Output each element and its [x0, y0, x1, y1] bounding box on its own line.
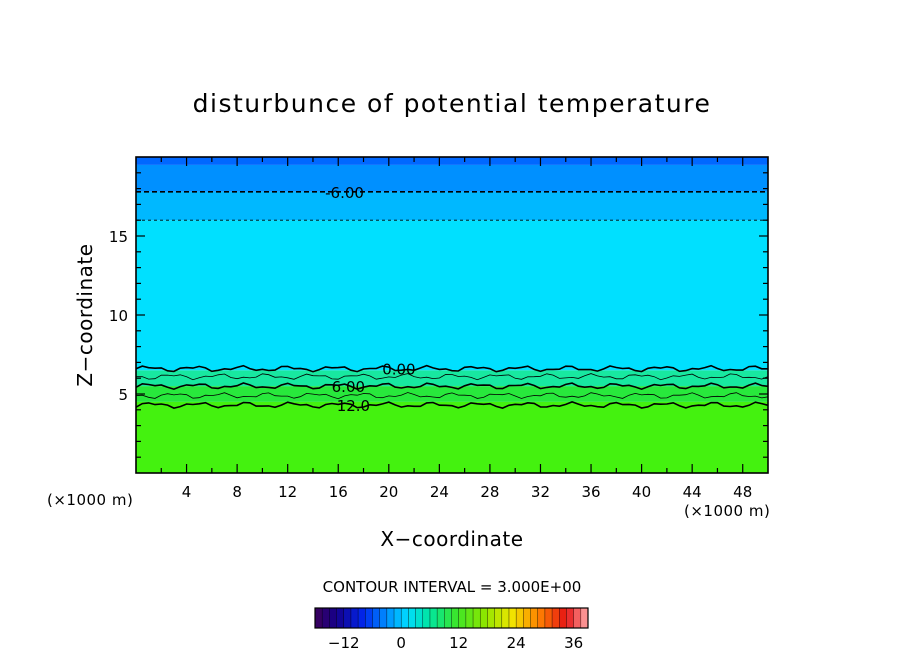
colorbar-swatch: [350, 608, 359, 628]
colorbar-swatch: [379, 608, 388, 628]
colorbar-swatch: [394, 608, 402, 628]
field-band: [136, 164, 768, 192]
x-tick-label: 48: [733, 483, 752, 501]
contour-label: 0.00: [382, 361, 415, 379]
contour-label: -6.00: [325, 184, 364, 202]
x-tick-label: 16: [329, 483, 348, 501]
colorbar-swatch: [465, 608, 474, 628]
colorbar-swatch: [458, 608, 467, 628]
contour-line: [135, 373, 769, 381]
colorbar-swatch: [408, 608, 416, 628]
colorbar-swatch: [329, 608, 337, 628]
colorbar-swatch: [544, 608, 553, 628]
y-tick-label: 5: [118, 386, 128, 404]
contour-line: [135, 382, 769, 391]
colorbar-swatch: [322, 608, 330, 628]
field-band: [136, 386, 768, 402]
colorbar-swatch: [429, 608, 438, 628]
contour-line: [135, 392, 769, 400]
colorbar-swatch: [401, 608, 409, 628]
colorbar-frame: [314, 607, 589, 629]
colorbar-swatch: [315, 608, 323, 628]
colorbar-swatch: [415, 608, 424, 628]
colorbar-swatch: [501, 608, 510, 628]
colorbar-swatch: [537, 608, 546, 628]
contour-line: [135, 401, 769, 409]
colorbar-swatch: [451, 608, 459, 628]
x-axis-label: X−coordinate: [380, 527, 523, 551]
colorbar-swatch: [523, 608, 531, 628]
colorbar-swatch: [494, 608, 503, 628]
colorbar-swatch: [336, 608, 345, 628]
colorbar-tick-label: −12: [328, 634, 360, 652]
x-tick-label: 4: [182, 483, 192, 501]
colorbar-swatch: [552, 608, 560, 628]
x-tick-label: 28: [480, 483, 499, 501]
x-axis-ticks: 4 8 12 16 20 24 28 32 36 40 44 48: [160, 157, 752, 501]
field-band: [136, 220, 768, 371]
y-axis-ticks: 5 10 15: [109, 172, 768, 458]
colorbar-swatch: [358, 608, 366, 628]
contour-line: [135, 364, 768, 373]
colorbar-swatch: [365, 608, 373, 628]
colorbar-swatch: [573, 608, 582, 628]
colorbar-swatch: [422, 608, 431, 628]
x-tick-label: 36: [581, 483, 600, 501]
colorbar-swatch: [343, 608, 352, 628]
y-tick-label: 10: [109, 307, 128, 325]
x-tick-label: 40: [632, 483, 651, 501]
colorbar-tick-label: 24: [507, 634, 526, 652]
contour-interval-label: CONTOUR INTERVAL = 3.000E+00: [323, 578, 582, 596]
field-band: [136, 401, 768, 473]
colorbar: [314, 608, 589, 628]
x-unit-right: (×1000 m): [684, 502, 770, 520]
field-band: [136, 370, 768, 387]
x-tick-label: 12: [278, 483, 297, 501]
y-tick-label: 15: [109, 228, 128, 246]
colorbar-swatch: [372, 608, 380, 628]
x-tick-label: 20: [379, 483, 398, 501]
chart-title: disturbunce of potential temperature: [193, 89, 712, 118]
x-tick-label: 44: [683, 483, 702, 501]
x-tick-label: 8: [232, 483, 242, 501]
colorbar-swatch: [566, 608, 574, 628]
colorbar-swatch: [487, 608, 495, 628]
contour-label: 12.0: [337, 397, 370, 415]
y-axis-label: Z−coordinate: [73, 243, 97, 386]
field-band: [136, 157, 768, 165]
colorbar-swatch: [386, 608, 395, 628]
colorbar-swatch: [444, 608, 452, 628]
contour-label: 6.00: [332, 378, 365, 396]
x-unit-left: (×1000 m): [47, 491, 133, 509]
field-band: [136, 191, 768, 221]
x-tick-label: 32: [531, 483, 550, 501]
colorbar-swatch: [480, 608, 488, 628]
colorbar-swatch: [516, 608, 524, 628]
colorbar-swatch: [530, 608, 539, 628]
colorbar-swatch: [473, 608, 481, 628]
colorbar-tick-label: 12: [449, 634, 468, 652]
colorbar-ticks: −12 0 12 24 36: [328, 634, 583, 652]
colorbar-tick-label: 0: [396, 634, 406, 652]
colorbar-swatch: [508, 608, 517, 628]
x-tick-label: 24: [430, 483, 449, 501]
colorbar-swatch: [437, 608, 445, 628]
colorbar-swatch: [559, 608, 567, 628]
colorbar-tick-label: 36: [564, 634, 583, 652]
colorbar-swatch: [580, 608, 589, 628]
plot-area: [135, 157, 769, 473]
